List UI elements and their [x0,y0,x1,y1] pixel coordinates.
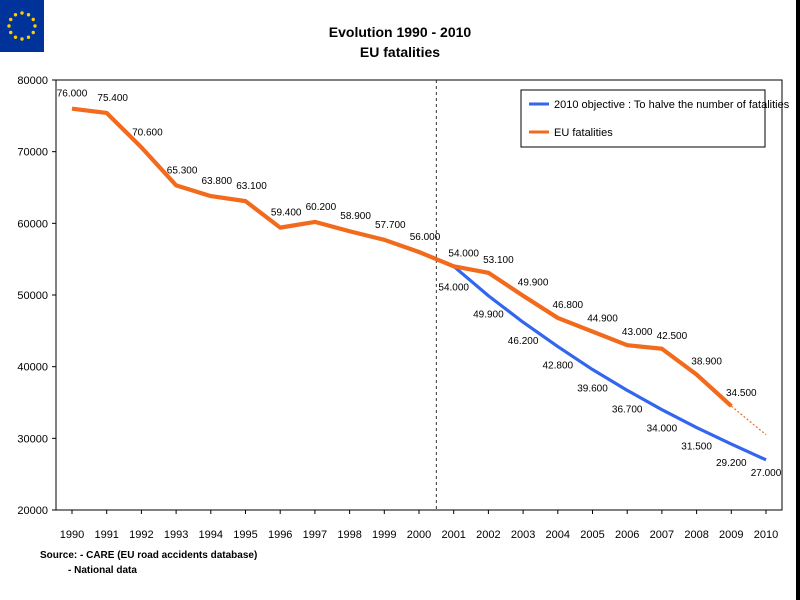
x-tick-label: 2007 [650,529,674,541]
flag-star [26,13,31,17]
data-label-eu-1991: 75.400 [97,93,128,104]
data-label-eu-1999: 57.700 [375,220,406,231]
data-label-eu-1990: 76.000 [57,89,88,100]
y-tick-label: 40000 [17,362,48,374]
data-label-eu-1993: 65.300 [167,165,198,176]
x-tick-label: 2004 [546,529,570,541]
data-label-eu-2006: 43.000 [622,327,653,338]
x-tick-label: 2003 [511,529,535,541]
series-layer [71,106,767,462]
data-label-eu-2008: 38.900 [691,357,722,368]
x-tick-label: 1994 [199,529,223,541]
source-line-1: Source: - CARE (EU road accidents databa… [40,550,258,561]
data-label-eu-2009: 34.500 [726,388,757,399]
legend-label-eu: EU fatalities [554,127,613,139]
x-tick-label: 2000 [407,529,431,541]
series-line-eu [71,106,733,408]
data-label-eu-1998: 58.900 [340,211,371,222]
x-tick-label: 1995 [233,529,257,541]
x-tick-label: 1991 [94,529,118,541]
x-tick-label: 2009 [719,529,743,541]
series-line-objective [452,265,767,462]
data-label-objective-2009: 29.200 [716,458,747,469]
y-tick-label: 60000 [17,218,48,230]
flag-star [26,35,31,39]
data-label-objective-2010: 27.000 [751,468,782,479]
data-label-eu-1992: 70.600 [132,127,163,138]
flag-star [31,30,35,35]
data-label-objective-2005: 39.600 [577,384,608,395]
source-line-2: - National data [68,565,137,576]
x-tick-label: 2008 [684,529,708,541]
y-tick-label: 50000 [17,290,48,302]
x-tick-label: 2006 [615,529,639,541]
x-tick-label: 1990 [60,529,84,541]
data-label-objective-2007: 34.000 [647,424,678,435]
flag-star [20,11,24,15]
y-tick-label: 20000 [17,505,48,517]
x-tick-label: 2002 [476,529,500,541]
data-label-eu-1996: 59.400 [271,208,302,219]
data-label-eu-2000: 56.000 [410,232,441,243]
data-label-objective-2003: 46.200 [508,336,539,347]
x-tick-label: 2001 [441,529,465,541]
legend: 2010 objective : To halve the number of … [520,89,790,148]
flag-star [9,17,13,22]
flag-star [13,13,18,17]
x-tick-label: 1997 [303,529,327,541]
y-tick-label: 30000 [17,433,48,445]
flag-star [33,24,37,28]
flag-star [9,30,13,35]
x-tick-label: 2005 [580,529,604,541]
data-label-objective-2002: 49.900 [473,310,504,321]
x-tick-label: 1998 [337,529,361,541]
y-tick-label: 70000 [17,147,48,159]
data-label-objective-2008: 31.500 [681,442,712,453]
data-label-objective-2004: 42.800 [543,361,574,372]
flag-star [31,17,35,22]
x-tick-label: 1996 [268,529,292,541]
x-tick-label: 1993 [164,529,188,541]
x-tick-label: 1999 [372,529,396,541]
data-label-objective-2001: 54.000 [438,282,469,293]
y-tick-label: 80000 [17,75,48,87]
data-label-eu-1995: 63.100 [236,181,267,192]
x-tick-label: 1992 [129,529,153,541]
axes: 20000 30000 40000 50000 60000 70000 80000 1990 1… [17,75,783,541]
data-label-eu-2001: 54.000 [448,248,479,259]
flag-star [20,37,24,41]
data-label-eu-2003: 49.900 [518,278,549,289]
flag-star [13,35,18,39]
data-label-eu-1994: 63.800 [202,176,233,187]
eu-flag-icon [0,0,44,52]
data-label-eu-2004: 46.800 [553,300,584,311]
x-tick-label: 2010 [754,529,778,541]
chart-title: Evolution 1990 - 2010 [329,24,472,40]
source-note: Source: - CARE (EU road accidents databa… [40,548,257,578]
eu-trend-projection [730,405,767,436]
data-label-objective-2006: 36.700 [612,404,643,415]
legend-box [520,89,766,148]
data-label-eu-2007: 42.500 [657,331,688,342]
data-labels: 76.000 75.400 70.600 65.300 63.800 63.100 59.4… [57,89,782,479]
data-label-eu-2005: 44.900 [587,314,618,325]
chart-subtitle: EU fatalities [360,44,440,60]
flag-star [7,24,11,28]
legend-label-objective: 2010 objective : To halve the number of … [554,99,790,111]
data-label-eu-1997: 60.200 [306,202,337,213]
data-label-eu-2002: 53.100 [483,255,514,266]
